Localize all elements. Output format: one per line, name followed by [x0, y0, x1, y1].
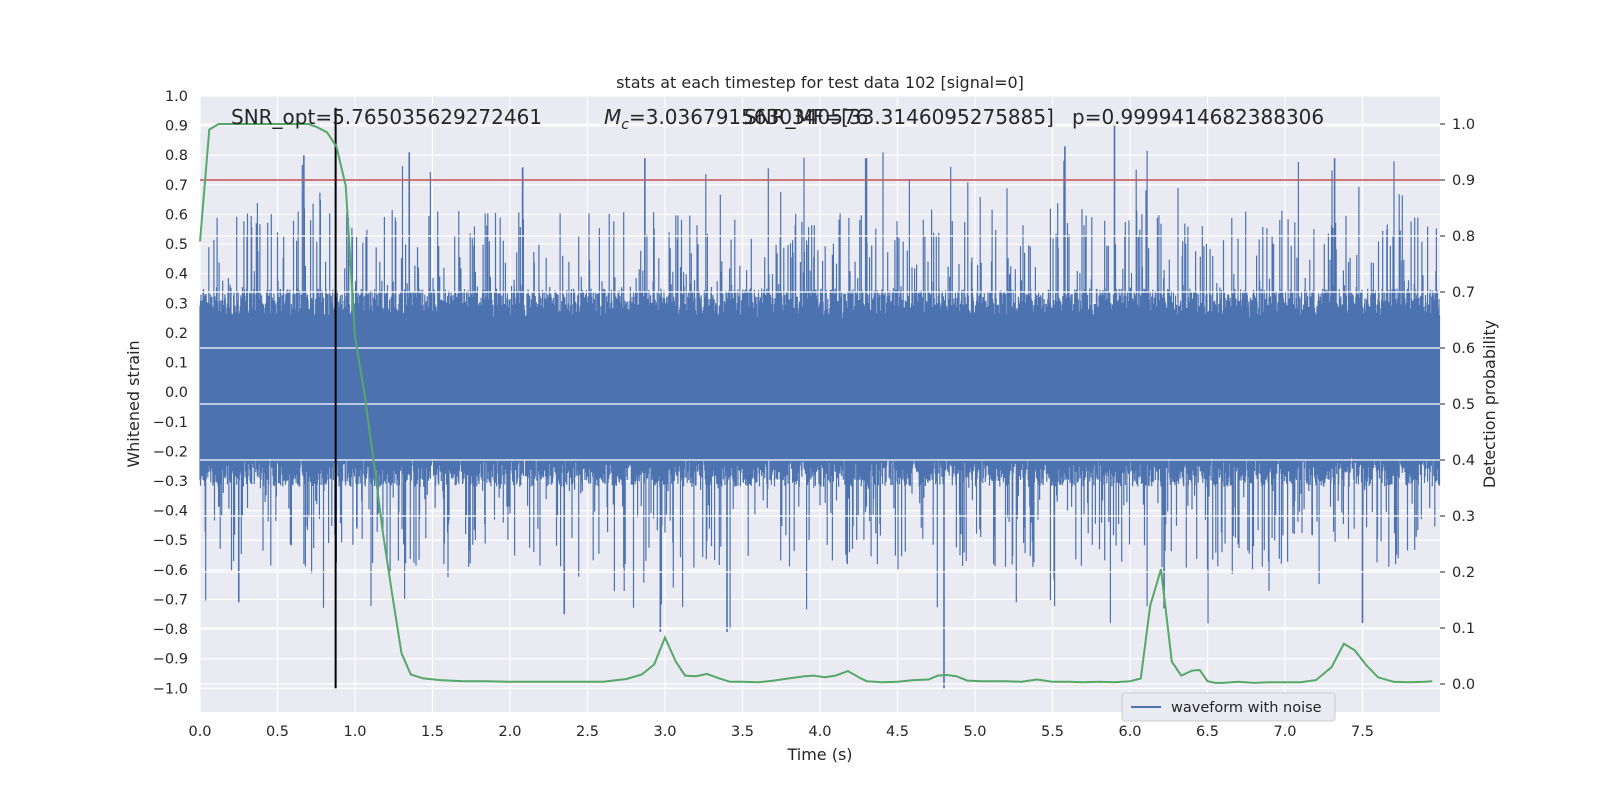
x-tick-label: 3.5: [731, 724, 754, 740]
y-right-tick-label: 0.5: [1452, 397, 1475, 413]
y-right-tick-label: 0.8: [1452, 229, 1475, 245]
y-left-tick-label: 0.6: [165, 207, 188, 223]
legend-box: [1121, 692, 1336, 722]
x-tick-label: 2.5: [576, 724, 599, 740]
x-tick-label: 7.5: [1351, 724, 1374, 740]
y-left-tick-label: −0.4: [153, 504, 188, 520]
y-right-tick-label: 0.0: [1452, 677, 1475, 693]
y-right-tick-label: 0.1: [1452, 621, 1475, 637]
x-tick-label: 5.5: [1041, 724, 1064, 740]
y-left-tick-label: 0.5: [165, 237, 188, 253]
y-left-tick-label: −0.1: [153, 415, 188, 431]
y-left-tick-label: 1.0: [165, 89, 188, 105]
y-left-tick-label: 0.8: [165, 148, 188, 164]
x-tick-label: 1.0: [343, 724, 366, 740]
y-left-tick-label: 0.7: [165, 178, 188, 194]
annotation-p: p=0.9999414682388306: [1072, 105, 1324, 129]
x-tick-label: 5.0: [963, 724, 986, 740]
waveform-with-noise-series: [199, 125, 1441, 689]
y-right-tick-label: 0.2: [1452, 565, 1475, 581]
x-axis-label: Time (s): [786, 745, 852, 764]
detection-probability-line: [199, 123, 1433, 684]
y-left-tick-label: −0.6: [153, 563, 188, 579]
y-left-tick-label: 0.2: [165, 326, 188, 342]
x-tick-label: 4.0: [808, 724, 831, 740]
x-tick-label: 0.5: [266, 724, 289, 740]
y-left-tick-label: −0.5: [153, 533, 188, 549]
x-tick-label: 7.0: [1273, 724, 1296, 740]
y-left-tick-label: −0.2: [153, 444, 188, 460]
x-tick-label: 0.0: [188, 724, 211, 740]
y-left-axis-label: Whitened strain: [124, 340, 143, 467]
y-right-tick-label: 0.4: [1452, 453, 1475, 469]
x-tick-label: 4.5: [886, 724, 909, 740]
y-right-tick-label: 0.7: [1452, 285, 1475, 301]
y-right-axis-label: Detection probability: [1480, 320, 1499, 488]
y-left-tick-label: 0.1: [165, 356, 188, 372]
y-left-tick-labels: 1.0 0.9 0.8 0.7 0.6 0.5 0.4 0.3 0.2 0.1 0.0 −0.1 −0.…: [153, 89, 188, 697]
y-left-tick-label: 0.3: [165, 296, 188, 312]
annotation-mc: Mc=3.0367915630340576: [604, 105, 868, 133]
x-tick-label: 6.0: [1118, 724, 1141, 740]
legend: waveform with noise: [1121, 692, 1336, 722]
y-left-tick-label: 0.9: [165, 119, 188, 135]
y-right-tick-label: 0.6: [1452, 341, 1475, 357]
x-tick-label: 2.0: [498, 724, 521, 740]
annotation-snr-opt: SNR_opt=5.765035629272461: [231, 105, 542, 129]
y-left-tick-label: 0.0: [165, 385, 188, 401]
y-right-tick-labels: 0.0 0.1 0.2 0.3 0.4 0.5 0.6 0.7 0.8 0.9 1.0: [1440, 117, 1475, 693]
y-left-tick-label: 0.4: [165, 267, 188, 283]
legend-label-waveform: waveform with noise: [1171, 700, 1322, 716]
y-left-tick-label: −0.9: [153, 652, 188, 668]
y-left-tick-label: −1.0: [153, 681, 188, 697]
y-left-tick-label: −0.7: [153, 592, 188, 608]
x-tick-label: 6.5: [1196, 724, 1219, 740]
chart-title: stats at each timestep for test data 102…: [616, 73, 1024, 92]
y-right-tick-label: 0.3: [1452, 509, 1475, 525]
annotation-snr-mf: SNR_MF=[33.3146095275885]: [744, 105, 1054, 129]
x-tick-label: 1.5: [421, 724, 444, 740]
waveform-noise-path: [199, 150, 1441, 629]
x-tick-labels: 0.0 0.5 1.0 1.5 2.0 2.5 3.0 3.5 4.0 4.5 5.0 5.5 6.0 6…: [188, 724, 1374, 740]
overlays: [199, 107, 1440, 689]
y-right-tick-label: 0.9: [1452, 173, 1475, 189]
y-left-tick-label: −0.3: [153, 474, 188, 490]
y-left-tick-label: −0.8: [153, 622, 188, 638]
x-tick-label: 3.0: [653, 724, 676, 740]
y-right-tick-label: 1.0: [1452, 117, 1475, 133]
